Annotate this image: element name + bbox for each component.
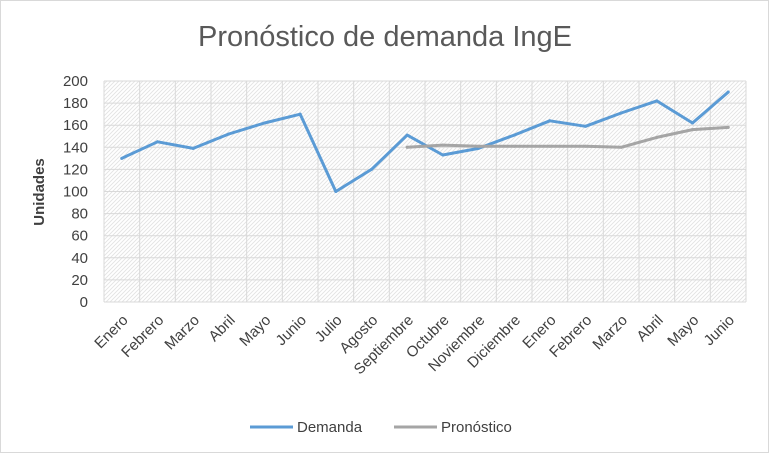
y-tick-label: 180	[63, 95, 88, 112]
legend-label: Pronóstico	[441, 419, 512, 436]
data-point	[370, 167, 373, 171]
y-tick-label: 200	[63, 73, 88, 90]
data-point	[584, 124, 587, 128]
data-point	[548, 119, 552, 123]
data-point	[512, 144, 516, 148]
y-tick-label: 160	[63, 117, 88, 134]
data-point	[156, 140, 159, 144]
data-point	[619, 145, 623, 149]
data-point	[405, 145, 409, 149]
data-point	[548, 144, 552, 148]
data-point	[691, 128, 694, 132]
series-lines	[120, 90, 730, 193]
y-tick-label: 100	[63, 184, 88, 201]
data-point	[584, 144, 587, 148]
y-axis-ticks: 0 20 40 60 80 100 120 140 160 180 200	[63, 73, 88, 311]
y-tick-label: 120	[63, 161, 88, 178]
data-point	[441, 153, 445, 157]
data-point	[619, 111, 623, 115]
data-point	[263, 121, 266, 125]
data-point	[120, 156, 124, 160]
x-tick-label: Marzo	[589, 312, 630, 353]
x-tick-label: Abril	[633, 312, 666, 345]
x-tick-label: Mayo	[664, 312, 702, 350]
x-tick-label: Abril	[205, 312, 238, 345]
data-point	[655, 99, 659, 103]
data-point	[655, 135, 659, 139]
x-tick-label: Marzo	[161, 312, 202, 353]
gridlines	[103, 80, 747, 303]
y-tick-label: 40	[71, 250, 88, 267]
x-tick-label: Junio	[273, 312, 310, 349]
y-tick-label: 20	[71, 272, 88, 289]
y-tick-label: 0	[80, 294, 88, 311]
data-point	[227, 132, 231, 136]
series-line	[405, 125, 730, 149]
x-tick-label: Junio	[701, 312, 738, 349]
data-point	[726, 90, 730, 94]
data-point	[298, 112, 302, 116]
legend: Demanda Pronóstico	[250, 419, 512, 436]
data-point	[726, 125, 730, 129]
data-point	[191, 146, 195, 150]
legend-label: Demanda	[297, 419, 363, 436]
y-axis-label: Unidades	[31, 158, 48, 226]
data-point	[441, 143, 445, 147]
data-point	[691, 121, 694, 125]
chart-title: Pronóstico de demanda IngE	[198, 21, 572, 53]
data-point	[512, 133, 516, 137]
y-tick-label: 140	[63, 139, 88, 156]
x-tick-label: Mayo	[236, 312, 274, 350]
data-point	[405, 133, 409, 137]
y-tick-label: 60	[71, 228, 88, 245]
y-tick-label: 80	[71, 206, 88, 223]
data-point	[334, 190, 338, 193]
data-point	[477, 144, 480, 148]
